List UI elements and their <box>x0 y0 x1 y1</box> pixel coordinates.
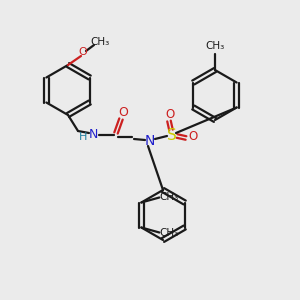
Text: S: S <box>167 128 177 142</box>
Text: H: H <box>79 132 87 142</box>
Text: CH₃: CH₃ <box>160 193 179 202</box>
Text: N: N <box>145 134 155 148</box>
Text: O: O <box>79 47 87 57</box>
Text: CH₃: CH₃ <box>206 41 225 51</box>
Text: CH₃: CH₃ <box>90 37 110 47</box>
Text: CH₃: CH₃ <box>160 227 179 238</box>
Text: O: O <box>188 130 198 143</box>
Text: N: N <box>88 128 98 142</box>
Text: O: O <box>165 107 175 121</box>
Text: O: O <box>118 106 128 119</box>
